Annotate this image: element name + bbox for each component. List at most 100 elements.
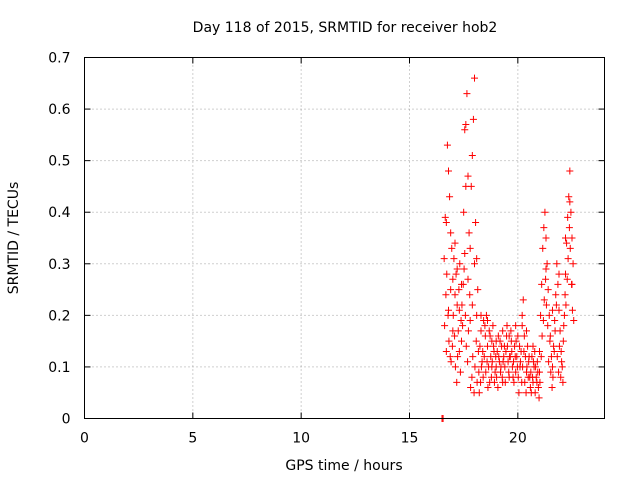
data-point bbox=[493, 347, 501, 355]
data-point bbox=[467, 384, 475, 392]
data-point bbox=[542, 234, 550, 242]
data-point bbox=[512, 337, 520, 345]
y-tick-label: 0.3 bbox=[48, 257, 70, 273]
data-point bbox=[502, 347, 510, 355]
x-tick-label: 20 bbox=[509, 431, 527, 447]
data-point bbox=[520, 332, 528, 340]
data-point bbox=[567, 208, 575, 216]
data-point bbox=[521, 378, 529, 386]
axes: 0 0.1 0.2 0.3 0.4 0.5 0.6 0.7 0 5 10 15 20 bbox=[48, 51, 605, 447]
data-point bbox=[555, 342, 563, 350]
data-point bbox=[566, 167, 574, 175]
data-point bbox=[545, 358, 553, 366]
data-point bbox=[448, 342, 456, 350]
data-point bbox=[545, 311, 553, 319]
data-point bbox=[457, 317, 465, 325]
data-point bbox=[523, 363, 531, 371]
data-point bbox=[557, 373, 565, 381]
data-point bbox=[451, 332, 459, 340]
data-point bbox=[539, 244, 547, 252]
data-point bbox=[516, 358, 524, 366]
data-point bbox=[454, 353, 462, 361]
data-point bbox=[474, 286, 482, 294]
data-point bbox=[558, 358, 566, 366]
data-point bbox=[446, 193, 454, 201]
data-point bbox=[486, 332, 494, 340]
data-point bbox=[484, 317, 491, 325]
data-point bbox=[458, 301, 466, 309]
data-point bbox=[442, 219, 450, 227]
data-point bbox=[464, 327, 472, 335]
chart-title: Day 118 of 2015, SRMTID for receiver hob… bbox=[193, 20, 498, 36]
data-point bbox=[464, 358, 472, 366]
data-point bbox=[505, 368, 513, 376]
data-point bbox=[520, 347, 528, 355]
data-point bbox=[488, 363, 496, 371]
data-point bbox=[546, 337, 554, 345]
data-point bbox=[482, 368, 490, 376]
x-tick-label: 5 bbox=[188, 431, 197, 447]
data-point bbox=[455, 286, 463, 294]
data-point bbox=[508, 347, 516, 355]
data-point bbox=[503, 322, 511, 330]
data-point bbox=[464, 172, 472, 180]
data-point bbox=[490, 342, 498, 350]
data-point bbox=[566, 244, 574, 252]
data-point bbox=[466, 244, 474, 252]
data-point bbox=[477, 311, 485, 319]
data-point bbox=[536, 347, 543, 355]
data-point bbox=[505, 332, 513, 340]
data-point bbox=[557, 347, 565, 355]
data-point bbox=[455, 306, 463, 314]
data-point bbox=[484, 384, 492, 392]
data-point bbox=[507, 327, 515, 335]
y-tick-label: 0.5 bbox=[48, 154, 70, 170]
data-point bbox=[528, 353, 536, 361]
data-points bbox=[438, 74, 578, 422]
data-point bbox=[456, 368, 464, 376]
data-point bbox=[494, 384, 502, 392]
data-point bbox=[512, 368, 520, 376]
data-point bbox=[563, 275, 571, 283]
data-point bbox=[511, 353, 519, 361]
data-point bbox=[560, 311, 568, 319]
data-point bbox=[547, 353, 555, 361]
data-point bbox=[534, 384, 542, 392]
grid bbox=[84, 57, 605, 419]
data-point bbox=[479, 347, 487, 355]
data-point bbox=[451, 291, 459, 299]
data-point bbox=[543, 260, 551, 268]
data-point bbox=[560, 322, 568, 330]
data-point bbox=[549, 306, 556, 314]
data-point bbox=[451, 363, 459, 371]
data-point bbox=[552, 291, 560, 299]
data-point bbox=[466, 317, 474, 325]
data-point bbox=[449, 275, 457, 283]
data-point bbox=[445, 337, 453, 345]
data-point bbox=[514, 373, 522, 381]
data-point bbox=[518, 322, 526, 330]
data-point bbox=[555, 306, 563, 314]
y-axis-label: SRMTID / TECUs bbox=[6, 182, 22, 295]
data-point bbox=[538, 332, 546, 340]
data-point bbox=[550, 342, 558, 350]
data-point bbox=[568, 234, 576, 242]
y-tick-label: 0 bbox=[62, 412, 71, 428]
data-point bbox=[559, 378, 567, 386]
data-point bbox=[441, 322, 449, 330]
data-point bbox=[562, 301, 570, 309]
data-point bbox=[569, 260, 577, 268]
data-point bbox=[461, 311, 469, 319]
data-point bbox=[485, 327, 493, 335]
data-point bbox=[519, 296, 527, 304]
y-tick-label: 0.7 bbox=[48, 51, 70, 67]
x-axis-label: GPS time / hours bbox=[285, 458, 402, 474]
data-point bbox=[551, 317, 559, 325]
data-point bbox=[464, 275, 472, 283]
data-point bbox=[458, 337, 465, 345]
data-point bbox=[527, 368, 535, 376]
data-point bbox=[558, 363, 566, 371]
data-point bbox=[473, 255, 481, 263]
data-point bbox=[459, 322, 467, 330]
data-point bbox=[471, 74, 478, 82]
